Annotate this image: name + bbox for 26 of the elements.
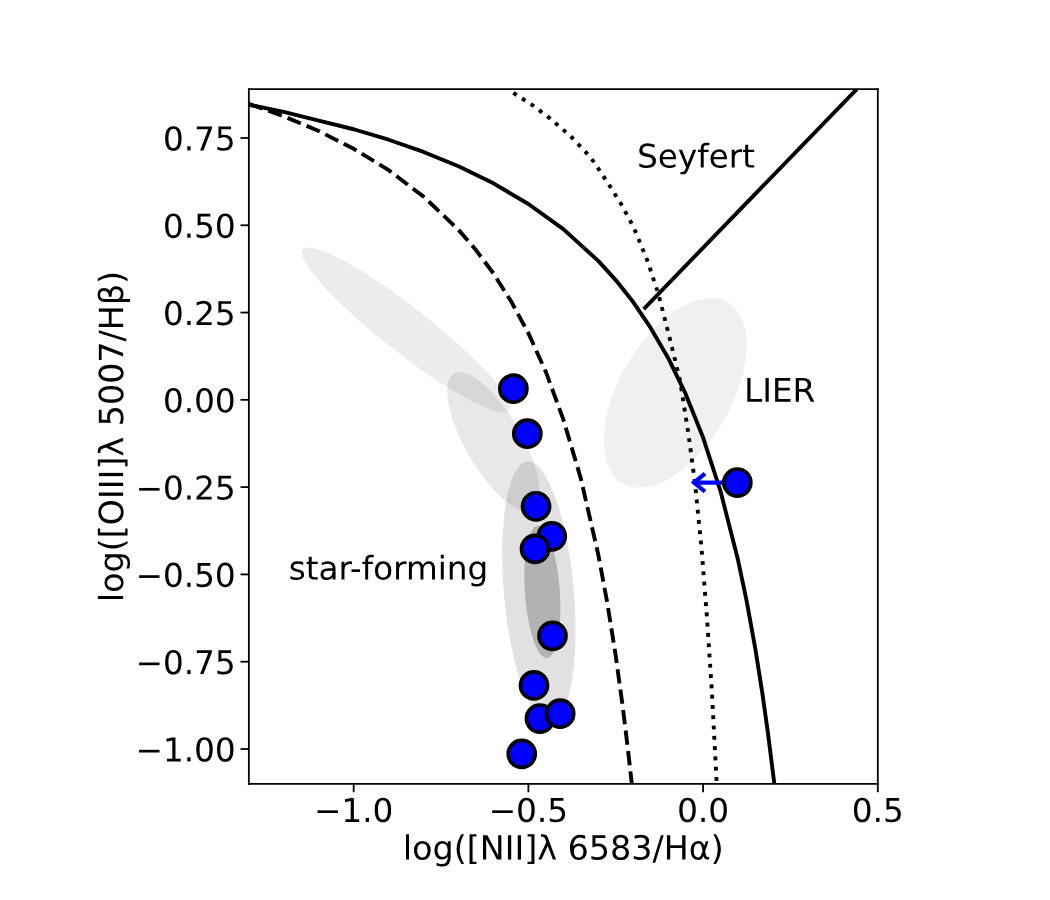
y-tick-label: −0.50: [139, 562, 234, 588]
point: [721, 467, 753, 498]
y-tick-label: 0.25: [165, 300, 233, 326]
annotation: star-forming: [290, 554, 486, 587]
y-tick-label: 0.75: [165, 126, 233, 151]
point: [518, 670, 550, 701]
point: [519, 533, 551, 565]
x-tick-label: 0.0: [679, 797, 727, 823]
point: [520, 490, 552, 522]
point: [506, 738, 538, 770]
annotation: Seyfert: [639, 142, 755, 175]
annotation: LIER: [747, 377, 815, 402]
x-tick-label: −0.5: [492, 797, 566, 823]
point: [537, 620, 568, 652]
point: [544, 698, 576, 730]
x-tick-label: 0.5: [854, 797, 901, 823]
point: [498, 373, 529, 405]
y-tick-label: 0.00: [165, 388, 234, 413]
y-tick-label: −0.75: [139, 649, 233, 675]
x-axis-title: log([NII]λ 6583/Hα): [406, 834, 721, 867]
y-tick-label: 0.50: [165, 213, 234, 239]
y-axis-title: log([OIII]λ 5007/Hβ): [97, 273, 131, 600]
y-tick-label: −1.00: [139, 737, 234, 762]
y-tick-label: −0.25: [139, 475, 233, 500]
point: [511, 418, 543, 450]
x-tick-label: −1.0: [317, 797, 392, 823]
